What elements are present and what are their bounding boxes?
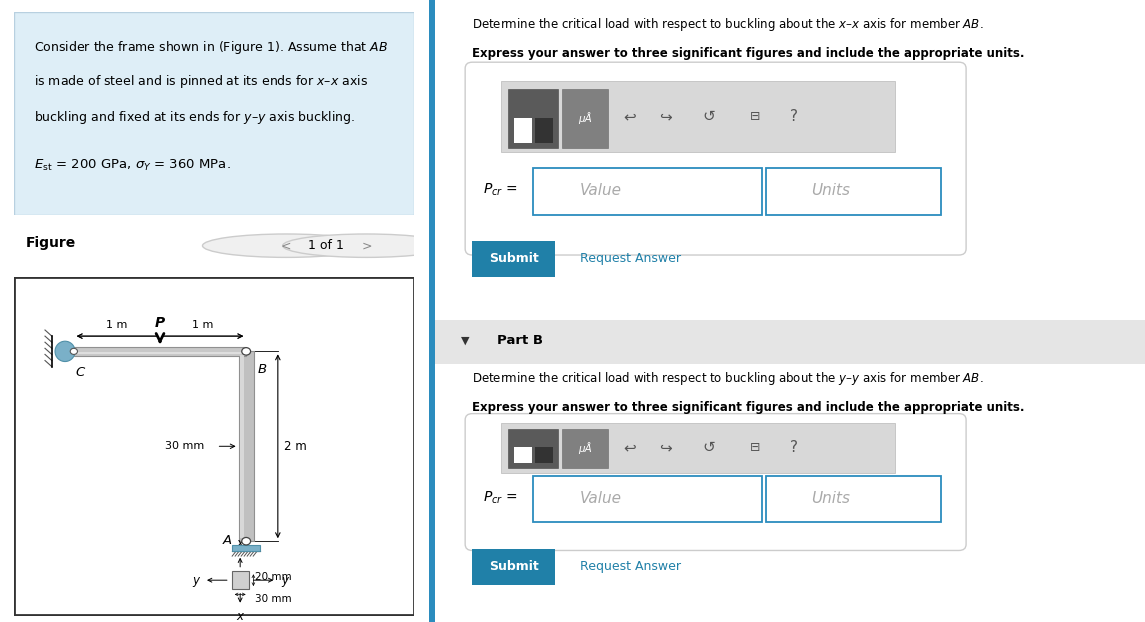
Bar	[76, 351, 244, 355]
Bar	[238, 351, 254, 541]
Bar	[502, 81, 894, 152]
Text: ↩: ↩	[623, 109, 637, 124]
FancyBboxPatch shape	[465, 62, 966, 255]
Bar	[232, 545, 260, 551]
Text: Consider the frame shown in (Figure 1). Assume that $\mathit{AB}$: Consider the frame shown in (Figure 1). …	[34, 39, 388, 56]
Bar	[534, 476, 763, 522]
Text: ▼: ▼	[461, 335, 469, 345]
Text: μÅ: μÅ	[578, 442, 592, 455]
Text: Express your answer to three significant figures and include the appropriate uni: Express your answer to three significant…	[473, 47, 1025, 60]
Bar	[514, 118, 531, 143]
Text: ↺: ↺	[702, 440, 714, 455]
Text: buckling and fixed at its ends for $y$–$y$ axis buckling.: buckling and fixed at its ends for $y$–$…	[34, 109, 355, 126]
Bar	[429, 0, 435, 622]
Circle shape	[203, 234, 370, 258]
Text: Units: Units	[811, 183, 850, 198]
Text: $E_\mathrm{st}$ = 200 GPa, $\sigma_Y$ = 360 MPa.: $E_\mathrm{st}$ = 200 GPa, $\sigma_Y$ = …	[34, 158, 230, 173]
Text: P: P	[155, 317, 165, 330]
Text: C: C	[76, 366, 85, 379]
Bar	[473, 241, 554, 277]
Text: ?: ?	[790, 440, 798, 455]
Text: 20 mm: 20 mm	[254, 572, 291, 582]
Text: y: y	[192, 573, 199, 587]
Bar	[536, 447, 553, 463]
Circle shape	[242, 348, 251, 355]
Text: x: x	[237, 537, 244, 550]
Text: >: >	[361, 239, 372, 252]
Text: Value: Value	[581, 183, 622, 198]
Bar	[502, 423, 894, 473]
Bar	[73, 347, 246, 356]
Bar	[766, 476, 941, 522]
Text: ↺: ↺	[702, 109, 714, 124]
Bar	[231, 572, 248, 589]
Text: $P_{cr}$ =: $P_{cr}$ =	[483, 182, 518, 198]
Text: Determine the critical load with respect to buckling about the $y$–$y$ axis for : Determine the critical load with respect…	[473, 370, 984, 387]
Text: 2 m: 2 m	[284, 440, 307, 453]
Text: Determine the critical load with respect to buckling about the $x$–$x$ axis for : Determine the critical load with respect…	[473, 16, 984, 32]
Text: 30 mm: 30 mm	[254, 594, 291, 604]
Ellipse shape	[55, 341, 76, 361]
Text: is made of steel and is pinned at its ends for $x$–$x$ axis: is made of steel and is pinned at its en…	[34, 73, 368, 90]
Bar	[562, 429, 608, 468]
Text: ↪: ↪	[660, 109, 672, 124]
Text: Units: Units	[811, 491, 850, 506]
Text: 1 m: 1 m	[192, 320, 214, 330]
Text: ⊟: ⊟	[750, 111, 760, 123]
Text: x: x	[237, 610, 244, 622]
Bar	[429, 364, 1145, 622]
Text: 1 m: 1 m	[106, 320, 127, 330]
Bar	[429, 0, 1145, 330]
Bar	[562, 89, 608, 148]
Text: μÅ: μÅ	[578, 112, 592, 124]
Text: Request Answer: Request Answer	[579, 560, 680, 573]
Text: Submit: Submit	[489, 253, 538, 265]
Text: <: <	[281, 239, 292, 252]
Bar	[508, 429, 559, 468]
FancyBboxPatch shape	[465, 414, 966, 550]
Bar	[536, 118, 553, 143]
Text: ?: ?	[790, 109, 798, 124]
Text: Value: Value	[581, 491, 622, 506]
Text: Express your answer to three significant figures and include the appropriate uni: Express your answer to three significant…	[473, 401, 1025, 414]
Text: ↪: ↪	[660, 440, 672, 455]
Bar	[473, 549, 554, 585]
Text: ⊟: ⊟	[750, 442, 760, 454]
Text: Submit: Submit	[489, 560, 538, 573]
Bar	[429, 320, 1145, 364]
Text: 30 mm: 30 mm	[165, 441, 204, 452]
Text: ↩: ↩	[623, 440, 637, 455]
Text: B: B	[258, 363, 267, 376]
Text: $P_{cr}$ =: $P_{cr}$ =	[483, 490, 518, 506]
Text: A: A	[223, 534, 232, 547]
Text: y: y	[281, 573, 289, 587]
Bar	[240, 355, 244, 538]
Bar	[514, 447, 531, 463]
Bar	[508, 89, 559, 148]
Circle shape	[242, 537, 251, 545]
Text: Figure: Figure	[25, 236, 76, 250]
Text: Request Answer: Request Answer	[579, 253, 680, 265]
Circle shape	[283, 234, 450, 258]
Circle shape	[70, 348, 78, 355]
Bar	[534, 168, 763, 215]
Text: 1 of 1: 1 of 1	[308, 239, 345, 252]
Bar	[766, 168, 941, 215]
Text: Part B: Part B	[497, 334, 544, 346]
